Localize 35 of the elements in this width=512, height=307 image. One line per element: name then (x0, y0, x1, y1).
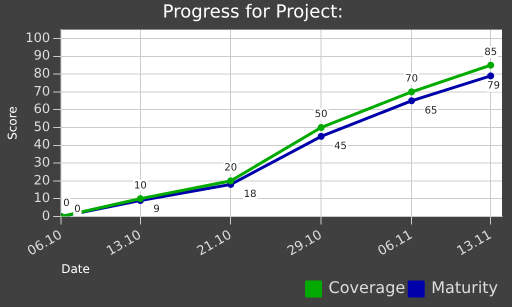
data-label: 50 (314, 109, 328, 120)
y-tick-label: 80 (34, 66, 50, 82)
y-tick-label: 20 (34, 173, 50, 188)
data-label: 65 (424, 105, 438, 116)
legend-label: Coverage (328, 278, 406, 298)
point (487, 62, 494, 69)
point (487, 72, 494, 80)
y-tick-label: 30 (34, 155, 50, 170)
y-tick-label: 60 (34, 102, 50, 118)
data-label: 85 (484, 46, 498, 58)
data-label: 18 (244, 189, 256, 200)
data-label: 70 (405, 73, 418, 84)
y-tick-label: 90 (34, 48, 50, 64)
legend-label: Maturity (431, 278, 498, 298)
point (318, 132, 325, 140)
data-label: 10 (134, 180, 147, 192)
data-label: 9 (153, 204, 160, 216)
y-tick-label: 40 (34, 138, 50, 153)
data-label: 79 (487, 80, 500, 92)
data-label: 20 (224, 162, 238, 174)
point (318, 124, 325, 131)
x-axis-title: Date (61, 262, 90, 276)
data-label: 0 (63, 198, 70, 210)
y-tick-label: 0 (42, 208, 50, 224)
chart-title: Progress for Project: (162, 1, 344, 22)
data-label: 45 (334, 140, 347, 152)
y-tick-label: 70 (34, 84, 50, 100)
point (408, 97, 416, 104)
y-tick-label: 50 (34, 120, 50, 135)
y-tick-label: 10 (34, 191, 50, 206)
data-label: 0 (74, 204, 81, 216)
point (227, 177, 234, 184)
y-tick-label: 100 (25, 30, 50, 46)
point (408, 88, 416, 96)
y-axis-title: Score (5, 106, 20, 140)
